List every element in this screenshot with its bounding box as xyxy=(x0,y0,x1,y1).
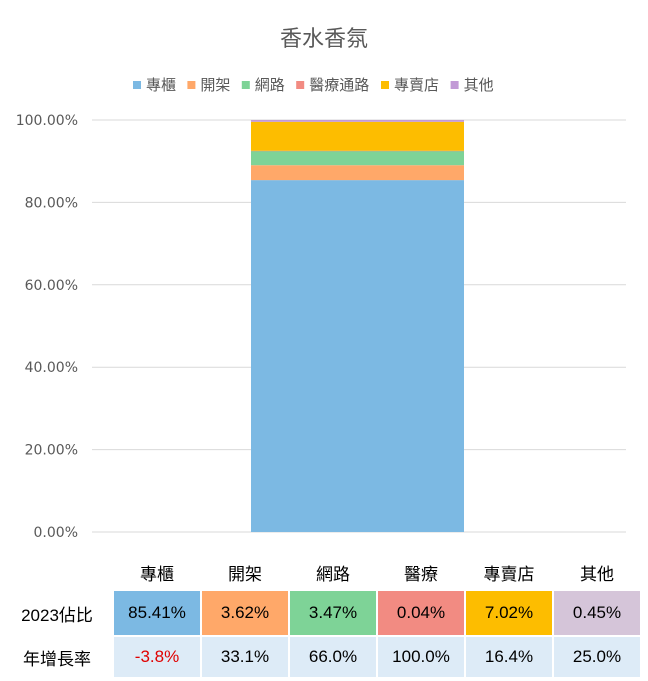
table-row: 年增長率 -3.8% 33.1% 66.0% 100.0% 16.4% 25.0… xyxy=(2,635,640,677)
y-tick-label: 80.00% xyxy=(25,195,78,211)
legend-label: 醫療通路 xyxy=(309,76,369,94)
share-cell: 7.02% xyxy=(466,591,552,635)
legend-swatch xyxy=(241,81,250,89)
summary-table: 專櫃 開架 網路 醫療 專賣店 其他 2023佔比 85.41% 3.62% 3… xyxy=(0,553,642,677)
legend-swatch xyxy=(450,81,459,89)
growth-cell: -3.8% xyxy=(114,635,200,677)
header-cell: 其他 xyxy=(580,564,614,584)
table-corner xyxy=(2,553,112,591)
growth-cell: 25.0% xyxy=(554,635,640,677)
growth-cell: 16.4% xyxy=(466,635,552,677)
header-cell: 專櫃 xyxy=(140,564,174,584)
legend-label: 其他 xyxy=(464,76,494,94)
share-cell: 0.04% xyxy=(378,591,464,635)
growth-cell: 33.1% xyxy=(202,635,288,677)
header-cell: 醫療 xyxy=(404,564,438,584)
chart-title: 香水香氛 xyxy=(280,27,368,52)
table-row: 2023佔比 85.41% 3.62% 3.47% 0.04% 7.02% 0.… xyxy=(2,591,640,635)
bar-segment xyxy=(251,180,464,533)
legend-label: 開架 xyxy=(200,76,230,94)
chart: 香水香氛 專櫃 開架 網路 醫療通路 專賣店 其他 0.00% 20.00% 40.00% 60… xyxy=(16,27,626,541)
header-cell: 網路 xyxy=(316,564,350,584)
bar-segment xyxy=(251,165,464,181)
row-label: 年增長率 xyxy=(2,635,112,677)
bar-segment xyxy=(251,150,464,166)
y-tick-label: 100.00% xyxy=(16,113,78,129)
legend-label: 專賣店 xyxy=(394,76,439,94)
growth-cell: 100.0% xyxy=(378,635,464,677)
legend-swatch xyxy=(381,81,389,89)
row-label: 2023佔比 xyxy=(21,605,93,625)
y-tick-label: 40.00% xyxy=(25,360,78,376)
y-tick-label: 60.00% xyxy=(25,278,78,294)
bar-segment xyxy=(251,150,464,152)
share-cell: 3.47% xyxy=(290,591,376,635)
bar-segment xyxy=(251,119,464,122)
legend-swatch xyxy=(187,81,196,89)
y-axis-tick-labels: 0.00% 20.00% 40.00% 60.00% 80.00% 100.00% xyxy=(16,113,78,541)
legend-label: 網路 xyxy=(255,76,285,94)
legend-swatch xyxy=(133,81,141,89)
legend: 專櫃 開架 網路 醫療通路 專賣店 其他 xyxy=(133,76,494,94)
share-cell: 85.41% xyxy=(114,591,200,635)
table-header-row: 專櫃 開架 網路 醫療 專賣店 其他 xyxy=(2,553,640,591)
growth-cell: 66.0% xyxy=(290,635,376,677)
legend-swatch xyxy=(296,81,305,89)
share-cell: 0.45% xyxy=(554,591,640,635)
y-tick-label: 0.00% xyxy=(34,525,78,541)
header-cell: 專賣店 xyxy=(483,564,535,584)
bar-segment xyxy=(251,121,464,151)
y-tick-label: 20.00% xyxy=(25,443,78,459)
share-cell: 3.62% xyxy=(202,591,288,635)
header-cell: 開架 xyxy=(228,564,262,584)
bar-segments xyxy=(251,119,464,533)
legend-label: 專櫃 xyxy=(146,76,176,94)
